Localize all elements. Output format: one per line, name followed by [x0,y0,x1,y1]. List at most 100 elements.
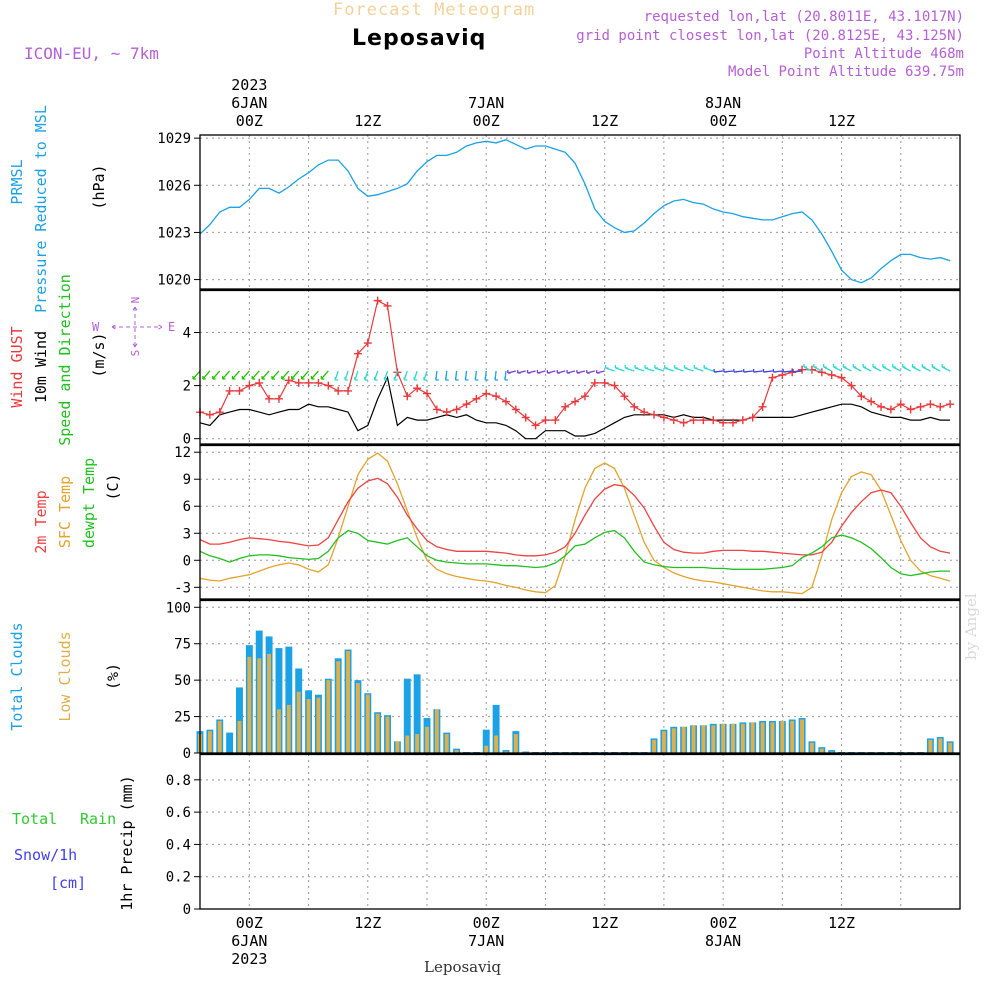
gust-marker [719,418,728,427]
low-cloud-bar [425,726,429,753]
wind-direction-arrow [334,370,339,381]
gust-marker [363,339,372,348]
gust-marker [383,301,392,310]
wind-direction-arrow [772,368,783,373]
precip-unit: 1hr Precip (mm) [118,775,136,910]
gust-marker [778,370,787,379]
wind-direction-arrow [882,363,892,372]
gust-marker [284,376,293,385]
bottom-time-label: 6JAN [231,932,267,950]
sfc-temp-line [199,452,951,595]
low-cloud-bar [346,651,350,753]
bottom-time-label: 7JAN [468,932,504,950]
dewpt-line [199,529,951,577]
footer-location: Leposaviq [424,958,501,976]
precip-panel-frame [199,753,961,910]
gust-marker [531,421,540,430]
bottom-time-label: 2023 [231,950,267,968]
label-layer: 1029102610231020420129630-310075502500.8… [8,76,855,968]
gust-marker [837,373,846,382]
gust-marker [738,416,747,425]
pressure-tick-label: 1023 [157,225,191,241]
low-clouds-label: Low Clouds [56,631,74,721]
wind-direction-arrow [221,370,231,380]
wind-direction-arrow [792,368,803,373]
low-cloud-bar [296,691,301,753]
total-cloud-bar [403,678,411,753]
gust-marker [255,378,264,387]
gust-marker [265,394,274,403]
wind-direction-label: Speed and Direction [56,274,74,446]
temp-panel-frame [199,444,961,600]
low-cloud-bar [286,704,291,753]
low-cloud-bar [444,734,449,753]
wind-direction-arrow [723,368,734,373]
wind-gust-line [199,299,951,427]
gust-marker [403,392,412,401]
low-cloud-bar [652,739,656,753]
compass-n: N [129,297,142,304]
wind-direction-arrow [693,364,704,372]
wind-direction-arrow [320,370,329,380]
wind-direction-arrow [445,370,449,381]
gust-marker [906,405,915,414]
wind-gust-label: Wind GUST [8,326,26,407]
total-clouds-label: Total Clouds [8,622,26,730]
bottom-time-label: 12Z [828,914,855,932]
gust-marker [511,405,520,414]
top-time-label: 7JAN [468,94,504,112]
bottom-time-label: 00Z [236,914,263,932]
top-time-label: 00Z [236,112,263,130]
wind-direction-arrow [654,364,665,372]
total-cloud-bar [226,732,234,753]
wind-direction-arrow [300,370,310,380]
low-cloud-bar [810,742,814,753]
gust-marker [699,416,708,425]
gust-marker [857,392,866,401]
low-cloud-bar [415,734,420,753]
low-cloud-bar [484,745,489,753]
gust-marker [472,394,481,403]
low-cloud-bar [928,739,933,753]
gust-marker [334,386,343,395]
gust-marker [492,392,501,401]
gust-marker [709,416,718,425]
gust-marker [462,400,471,409]
low-cloud-bar [711,725,716,753]
wind-direction-arrow [813,363,823,372]
wind-direction-arrow [892,363,902,372]
wind-direction-arrow [435,370,439,381]
low-cloud-bar [316,697,321,753]
wind-direction-arrow [364,370,369,381]
wind-direction-arrow [703,364,714,372]
wind-tick-label: 2 [183,379,191,395]
wind-direction-arrow [852,363,862,372]
gust-marker [314,378,323,387]
low-cloud-bar [671,728,676,753]
wind-direction-arrow [507,369,517,374]
wind-direction-arrow [202,370,211,380]
forecast-title: Forecast Meteogram [333,0,536,20]
compass-s: S [129,350,142,357]
wind-direction-arrow [931,363,941,372]
low-cloud-bar [365,694,370,753]
gust-marker [916,402,925,411]
gust-marker [758,402,767,411]
low-cloud-bar [454,750,459,753]
gust-marker [669,416,678,425]
wind-direction-arrow [634,364,645,372]
gust-marker [817,368,826,377]
low-cloud-bar [237,720,242,753]
gust-marker [304,378,313,387]
gust-marker [877,402,886,411]
gust-marker [235,386,244,395]
wind-direction-arrow [901,363,911,372]
gust-marker [324,381,333,390]
gust-marker [620,392,629,401]
wind-direction-arrow [494,370,499,381]
clouds-tick-label: 50 [174,673,191,689]
wind-direction-arrow [291,370,300,380]
precip-total-label: Total [12,810,57,828]
low-cloud-bar [267,653,272,753]
